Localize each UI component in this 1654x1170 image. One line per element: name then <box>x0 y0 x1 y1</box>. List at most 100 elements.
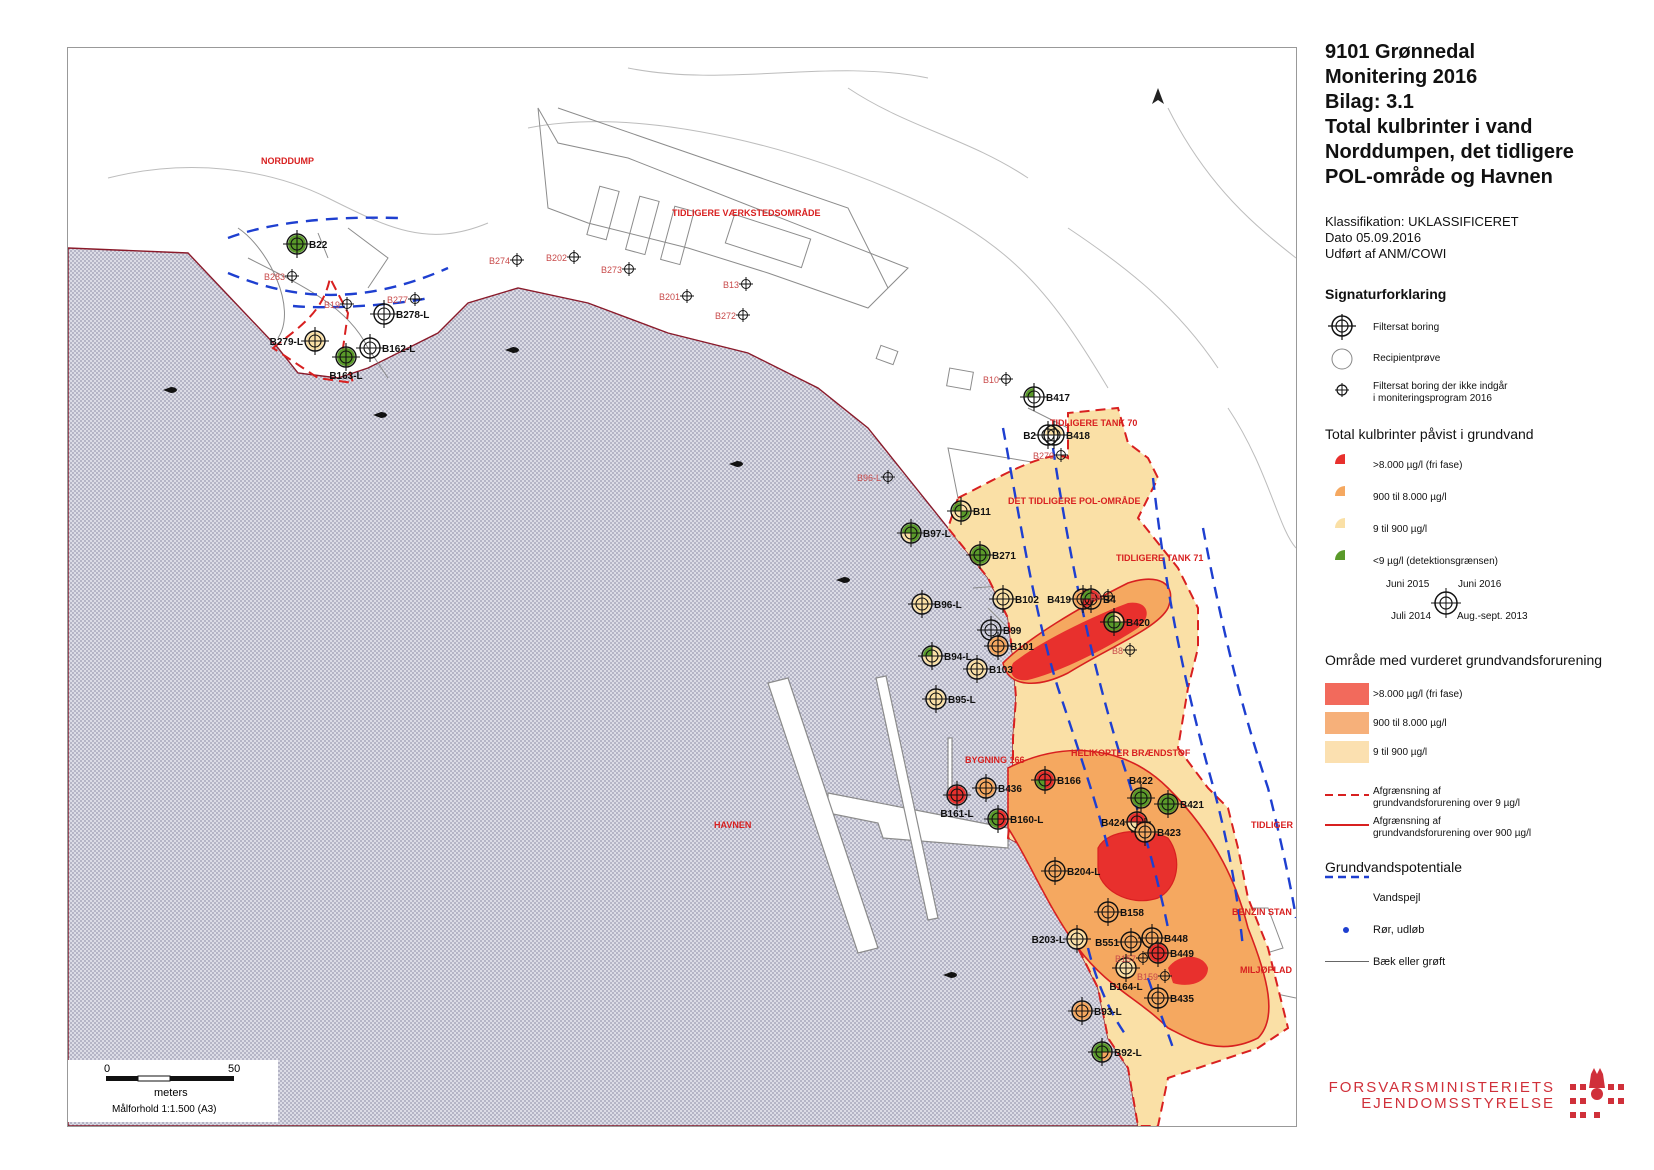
borehole-B162-L[interactable]: B162-L <box>356 334 415 362</box>
title-line-6: POL-område og Havnen <box>1325 166 1553 188</box>
borehole-B417[interactable]: B417 <box>1020 383 1070 411</box>
minor-borehole-B157[interactable]: B157 <box>1115 951 1150 965</box>
area-free-havn <box>1097 830 1178 902</box>
borehole-label: B435 <box>1170 994 1194 1005</box>
borehole-B92-L[interactable]: B92-L <box>1088 1038 1142 1066</box>
borehole-B551[interactable]: B551 <box>1095 928 1145 956</box>
borehole-label: B161-L <box>940 809 973 820</box>
borehole-label: B2 <box>1023 431 1036 442</box>
minor-borehole-label: B270 <box>1033 451 1054 461</box>
borehole-B421[interactable]: B421 <box>1154 790 1204 818</box>
legend-af2-2: grundvandsforurening over 900 µg/l <box>1373 828 1532 839</box>
borehole-B95-L[interactable]: B95-L <box>922 685 976 713</box>
borehole-B271[interactable]: B271 <box>966 541 1016 569</box>
borehole-label: B420 <box>1126 618 1150 629</box>
borehole-label: B421 <box>1180 800 1204 811</box>
borehole-B22[interactable]: B22 <box>283 230 328 258</box>
borehole-B94-L[interactable]: B94-L <box>918 642 972 670</box>
minor-borehole-B270[interactable]: B270 <box>1033 448 1068 462</box>
brand-line-1: FORSVARSMINISTERIETS <box>1328 1079 1555 1096</box>
legend-af1-2: grundvandsforurening over 9 µg/l <box>1373 798 1520 809</box>
baek-icon <box>1325 961 1369 962</box>
area-havnen: HAVNEN <box>714 820 751 830</box>
borehole-B278-L[interactable]: B278-L <box>370 300 429 328</box>
borehole-label: B103 <box>989 665 1013 676</box>
borehole-B279-L[interactable]: B279-L <box>270 327 329 355</box>
minor-borehole-label: B272 <box>715 311 736 321</box>
borehole-B422[interactable]: B422 <box>1127 776 1155 812</box>
scale-fifty: 50 <box>228 1063 240 1075</box>
borehole-B11[interactable]: B11 <box>947 497 991 525</box>
borehole-B161-L[interactable]: B161-L <box>940 781 974 820</box>
legend-line-symbols <box>1325 794 1369 879</box>
borehole-B449[interactable]: B449 <box>1144 939 1194 967</box>
ikke-icon <box>1335 383 1349 397</box>
legend-baek: Bæk eller grøft <box>1373 956 1446 968</box>
swatch-low-icon <box>1335 518 1345 528</box>
borehole-label: B22 <box>309 240 328 251</box>
minor-borehole-label: B8 <box>1112 646 1123 656</box>
borehole-B420[interactable]: B420 <box>1100 608 1150 636</box>
quarter-crosshair-icon <box>1431 588 1461 618</box>
borehole-B164-L[interactable]: B164-L <box>1109 954 1143 993</box>
borehole-label: B449 <box>1170 949 1194 960</box>
minor-borehole-B202[interactable]: B202 <box>546 250 581 264</box>
swatch-area-mid <box>1325 712 1369 734</box>
borehole-B103[interactable]: B103 <box>963 655 1013 683</box>
minor-borehole-B272[interactable]: B272 <box>715 308 750 322</box>
borehole-layer: B22 B279-L B163-L B278-L B162-L B417 B418 B2 B11… <box>270 230 1204 1066</box>
borehole-B102[interactable]: B102 <box>989 585 1039 613</box>
map-frame[interactable]: NORDDUMP TIDLIGERE VÆRKSTEDSOMRÅDE TIDLI… <box>67 47 1297 1127</box>
borehole-B97-L[interactable]: B97-L <box>897 519 951 547</box>
area-benzin: BENZIN STAN <box>1232 907 1292 917</box>
area-bygning166: BYGNING 166 <box>965 755 1025 765</box>
legend-ikke-2: i moniteringsprogram 2016 <box>1373 393 1492 404</box>
meta-dato: Dato 05.09.2016 <box>1325 230 1422 245</box>
minor-borehole-B19[interactable]: B19 <box>324 297 354 311</box>
scale-bar: 0 50 meters Målforhold 1:1.500 (A3) <box>68 1060 278 1122</box>
minor-borehole-B10[interactable]: B10 <box>983 372 1013 386</box>
borehole-B160-L[interactable]: B160-L <box>984 805 1043 833</box>
minor-borehole-B273[interactable]: B273 <box>601 262 636 276</box>
area-helikopter: HELIKOPTER BRÆNDSTOF <box>1071 748 1191 758</box>
borehole-B435[interactable]: B435 <box>1144 984 1194 1012</box>
brand-line-2: EJENDOMSSTYRELSE <box>1361 1095 1555 1112</box>
borehole-label: B203-L <box>1032 935 1065 946</box>
borehole-B203-L[interactable]: B203-L <box>1032 925 1091 953</box>
borehole-label: B418 <box>1066 431 1090 442</box>
minor-borehole-B96-L[interactable]: B96-L <box>857 470 895 484</box>
legend-quarter-swatches <box>1335 454 1345 560</box>
minor-borehole-B201[interactable]: B201 <box>659 289 694 303</box>
borehole-B2[interactable]: B2 <box>1023 421 1062 449</box>
borehole-B163-L[interactable]: B163-L <box>329 343 363 382</box>
minor-borehole-B8[interactable]: B8 <box>1112 643 1137 657</box>
minor-borehole-label: B13 <box>723 280 739 290</box>
borehole-label: B94-L <box>944 652 972 663</box>
ror-icon <box>1343 927 1349 933</box>
brand-logo-text: FORSVARSMINISTERIETS EJENDOMSSTYRELSE <box>1317 1080 1555 1112</box>
minor-borehole-B274[interactable]: B274 <box>489 253 524 267</box>
borehole-label: B448 <box>1164 934 1188 945</box>
borehole-B204-L[interactable]: B204-L <box>1041 857 1100 885</box>
borehole-B93-L[interactable]: B93-L <box>1068 997 1122 1025</box>
borehole-B101[interactable]: B101 <box>984 632 1034 660</box>
minor-borehole-B13[interactable]: B13 <box>723 277 753 291</box>
minor-borehole-B159[interactable]: B159 <box>1137 969 1172 983</box>
borehole-label: B160-L <box>1010 815 1043 826</box>
borehole-B96-L[interactable]: B96-L <box>908 590 962 618</box>
minor-borehole-B3[interactable]: B3 <box>1090 589 1115 603</box>
minor-borehole-label: B3 <box>1090 592 1101 602</box>
borehole-B423[interactable]: B423 <box>1131 818 1181 846</box>
minor-borehole-label: B19 <box>324 300 340 310</box>
minor-borehole-B277[interactable]: B277 <box>387 292 422 306</box>
borehole-B166[interactable]: B166 <box>1031 766 1081 794</box>
minor-borehole-label: B273 <box>601 265 622 275</box>
borehole-label: B204-L <box>1067 867 1100 878</box>
borehole-B448[interactable]: B448 <box>1138 924 1188 952</box>
borehole-B436[interactable]: B436 <box>972 774 1022 802</box>
borehole-label: B158 <box>1120 908 1144 919</box>
legend-t4: <9 µg/l (detektionsgrænsen) <box>1373 556 1498 567</box>
borehole-label: B551 <box>1095 938 1119 949</box>
minor-borehole-B283[interactable]: B283 <box>264 269 299 283</box>
borehole-B158[interactable]: B158 <box>1094 898 1144 926</box>
